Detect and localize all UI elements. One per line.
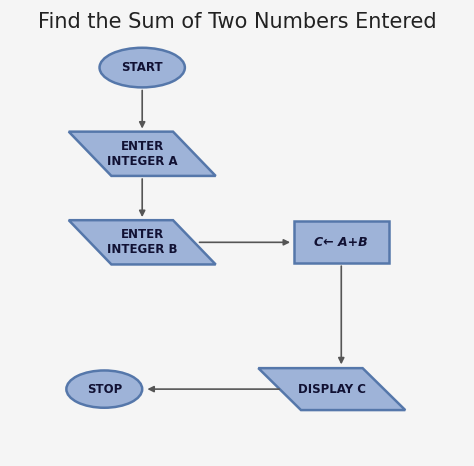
- Polygon shape: [258, 368, 405, 410]
- Text: STOP: STOP: [87, 383, 122, 396]
- Text: ENTER
INTEGER B: ENTER INTEGER B: [107, 228, 177, 256]
- Text: ENTER
INTEGER A: ENTER INTEGER A: [107, 140, 177, 168]
- Polygon shape: [69, 220, 216, 265]
- Text: DISPLAY C: DISPLAY C: [298, 383, 366, 396]
- Ellipse shape: [66, 370, 142, 408]
- Polygon shape: [69, 131, 216, 176]
- Text: Find the Sum of Two Numbers Entered: Find the Sum of Two Numbers Entered: [38, 12, 436, 32]
- Ellipse shape: [100, 48, 185, 88]
- Text: C← A+B: C← A+B: [314, 236, 368, 249]
- Bar: [294, 221, 389, 263]
- Text: START: START: [121, 61, 163, 74]
